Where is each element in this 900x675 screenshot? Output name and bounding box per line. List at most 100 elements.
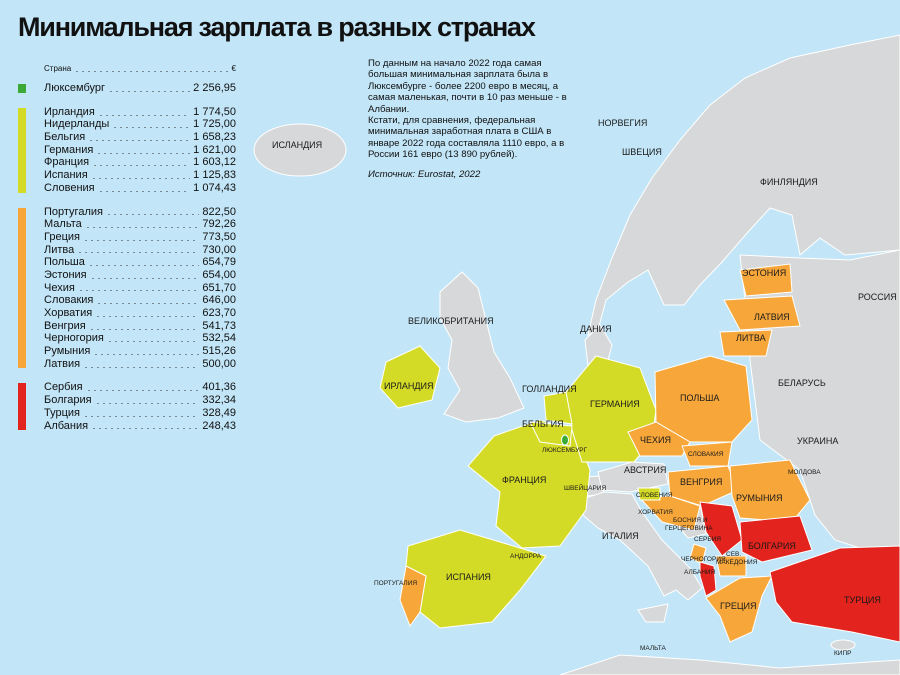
legend-header-unit: € <box>231 64 236 73</box>
leader <box>93 353 200 355</box>
wage-value: 332,34 <box>202 394 236 407</box>
legend-row: Болгария 332,34 <box>44 394 236 407</box>
country-name: Эстония <box>44 268 87 281</box>
map-label: АЛБАНИЯ <box>684 569 716 576</box>
map-label: ИРЛАНДИЯ <box>384 381 433 391</box>
legend-row: Испания 1 125,83 <box>44 169 236 182</box>
legend-row: Черногория 532,54 <box>44 332 236 345</box>
legend-row: Франция 1 603,12 <box>44 156 236 169</box>
map-label: ЛАТВИЯ <box>754 312 790 322</box>
netherlands <box>543 391 573 425</box>
wage-value: 1 603,12 <box>193 156 236 169</box>
legend-row: Сербия 401,36 <box>44 381 236 394</box>
legend-row: Греция 773,50 <box>44 231 236 244</box>
iceland <box>253 123 347 177</box>
leader <box>92 165 191 167</box>
map-label: РОССИЯ <box>858 292 897 302</box>
legend-row: Словакия 646,00 <box>44 294 236 307</box>
cyprus <box>830 639 856 651</box>
title: Минимальная зарплата в разных странах <box>18 12 536 42</box>
estonia <box>739 263 793 297</box>
legend-row: Албания 248,43 <box>44 420 236 433</box>
map-label: ТУРЦИЯ <box>844 595 881 605</box>
legend-group: Сербия 401,36 Болгария 332,34 Турция 328,49 Ал… <box>18 381 236 432</box>
map-label: БЕЛЬГИЯ <box>522 419 564 429</box>
wage-value: 654,00 <box>202 268 236 281</box>
map-label: ШВЕЙЦАРИЯ <box>564 483 606 492</box>
legend-group: Португалия 822,50 Мальта 792,26 Греция 773,50… <box>18 206 236 371</box>
north-africa <box>559 654 900 675</box>
wage-value: 1 658,23 <box>193 131 236 144</box>
map-label: ГРЕЦИЯ <box>720 601 757 611</box>
map-label: ДАНИЯ <box>580 324 612 334</box>
map-label-line: СЕВ. <box>726 551 741 558</box>
great-britain <box>439 271 525 423</box>
wage-value: 1 621,00 <box>193 143 236 156</box>
legend-row: Мальта 792,26 <box>44 218 236 231</box>
country-name: Люксембург <box>44 82 106 94</box>
wage-value: 500,00 <box>202 357 236 370</box>
country-name: Румыния <box>44 345 91 358</box>
leader <box>88 328 200 330</box>
map-label: БОСНИЯ И ГЕРЦЕГОВИНА <box>665 517 713 532</box>
north-macedonia <box>715 555 747 577</box>
country-name: Литва <box>44 243 75 256</box>
map-label: ЧЕХИЯ <box>640 435 671 445</box>
map-label: СЕВ. МАКЕДОНИЯ <box>716 551 758 566</box>
country-name: Нидерланды <box>44 118 110 131</box>
country-name: Франция <box>44 156 90 169</box>
map-label: ФИНЛЯНДИЯ <box>760 177 818 187</box>
country-name: Болгария <box>44 394 92 407</box>
leader <box>106 341 200 343</box>
leader <box>88 139 191 141</box>
country-name: Албания <box>44 419 89 432</box>
map-label-line: БОСНИЯ И <box>673 517 708 524</box>
note-paragraph: Кстати, для сравнения, федеральная миним… <box>368 115 565 161</box>
note: По данным на начало 2022 года самая боль… <box>368 58 580 180</box>
latvia <box>723 295 801 331</box>
legend-row: Польша 654,79 <box>44 256 236 269</box>
map-label: ГЕРМАНИЯ <box>590 399 640 409</box>
legend-swatch <box>18 107 26 193</box>
legend-row: Литва 730,00 <box>44 244 236 257</box>
map-label: ШВЕЦИЯ <box>622 147 662 157</box>
country-name: Словакия <box>44 294 94 307</box>
leader <box>94 402 200 404</box>
map-label: АВСТРИЯ <box>624 465 666 475</box>
legend-swatch <box>18 207 26 369</box>
leader <box>105 214 200 216</box>
country-name: Турция <box>44 406 80 419</box>
map-label: ЧЕРНОГОРИЯ <box>681 556 726 563</box>
legend-header-country: Страна <box>44 64 72 73</box>
wage-value: 328,49 <box>202 406 236 419</box>
leader <box>96 152 191 154</box>
wage-value: 651,70 <box>202 281 236 294</box>
turkey <box>769 545 900 643</box>
leader <box>89 277 200 279</box>
leader <box>108 90 191 92</box>
legend-row: Хорватия 623,70 <box>44 307 236 320</box>
legend-row: Латвия 500,00 <box>44 358 236 371</box>
note-paragraph: По данным на начало 2022 года самая боль… <box>368 58 567 115</box>
map-label: ВЕЛИКОБРИТАНИЯ <box>408 316 494 326</box>
bulgaria <box>739 515 813 563</box>
map-label: МАЛЬТА <box>640 645 667 652</box>
country-name: Латвия <box>44 357 81 370</box>
map-label-line: ГЕРЦЕГОВИНА <box>665 525 713 532</box>
map-label: СЛОВАКИЯ <box>688 451 724 458</box>
legend-row: Германия 1 621,00 <box>44 144 236 157</box>
legend-row: Венгрия 541,73 <box>44 320 236 333</box>
italy <box>579 491 703 601</box>
leader <box>77 252 200 254</box>
wage-value: 401,36 <box>202 381 236 394</box>
map-label: ПОРТУГАЛИЯ <box>374 580 417 587</box>
map-label: РУМЫНИЯ <box>736 493 782 503</box>
map-label: СЕРБИЯ <box>694 536 721 543</box>
legend-row: Эстония 654,00 <box>44 269 236 282</box>
wage-value: 2 256,95 <box>193 82 236 94</box>
map-label: УКРАИНА <box>797 436 838 446</box>
legend-row: Люксембург 2 256,95 <box>44 82 236 95</box>
portugal <box>399 565 427 628</box>
country-name: Испания <box>44 169 88 182</box>
